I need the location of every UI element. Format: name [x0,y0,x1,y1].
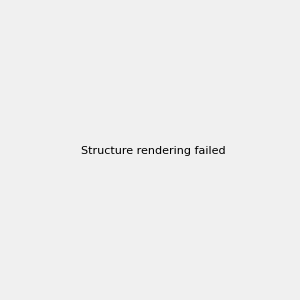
Text: Structure rendering failed: Structure rendering failed [81,146,226,157]
